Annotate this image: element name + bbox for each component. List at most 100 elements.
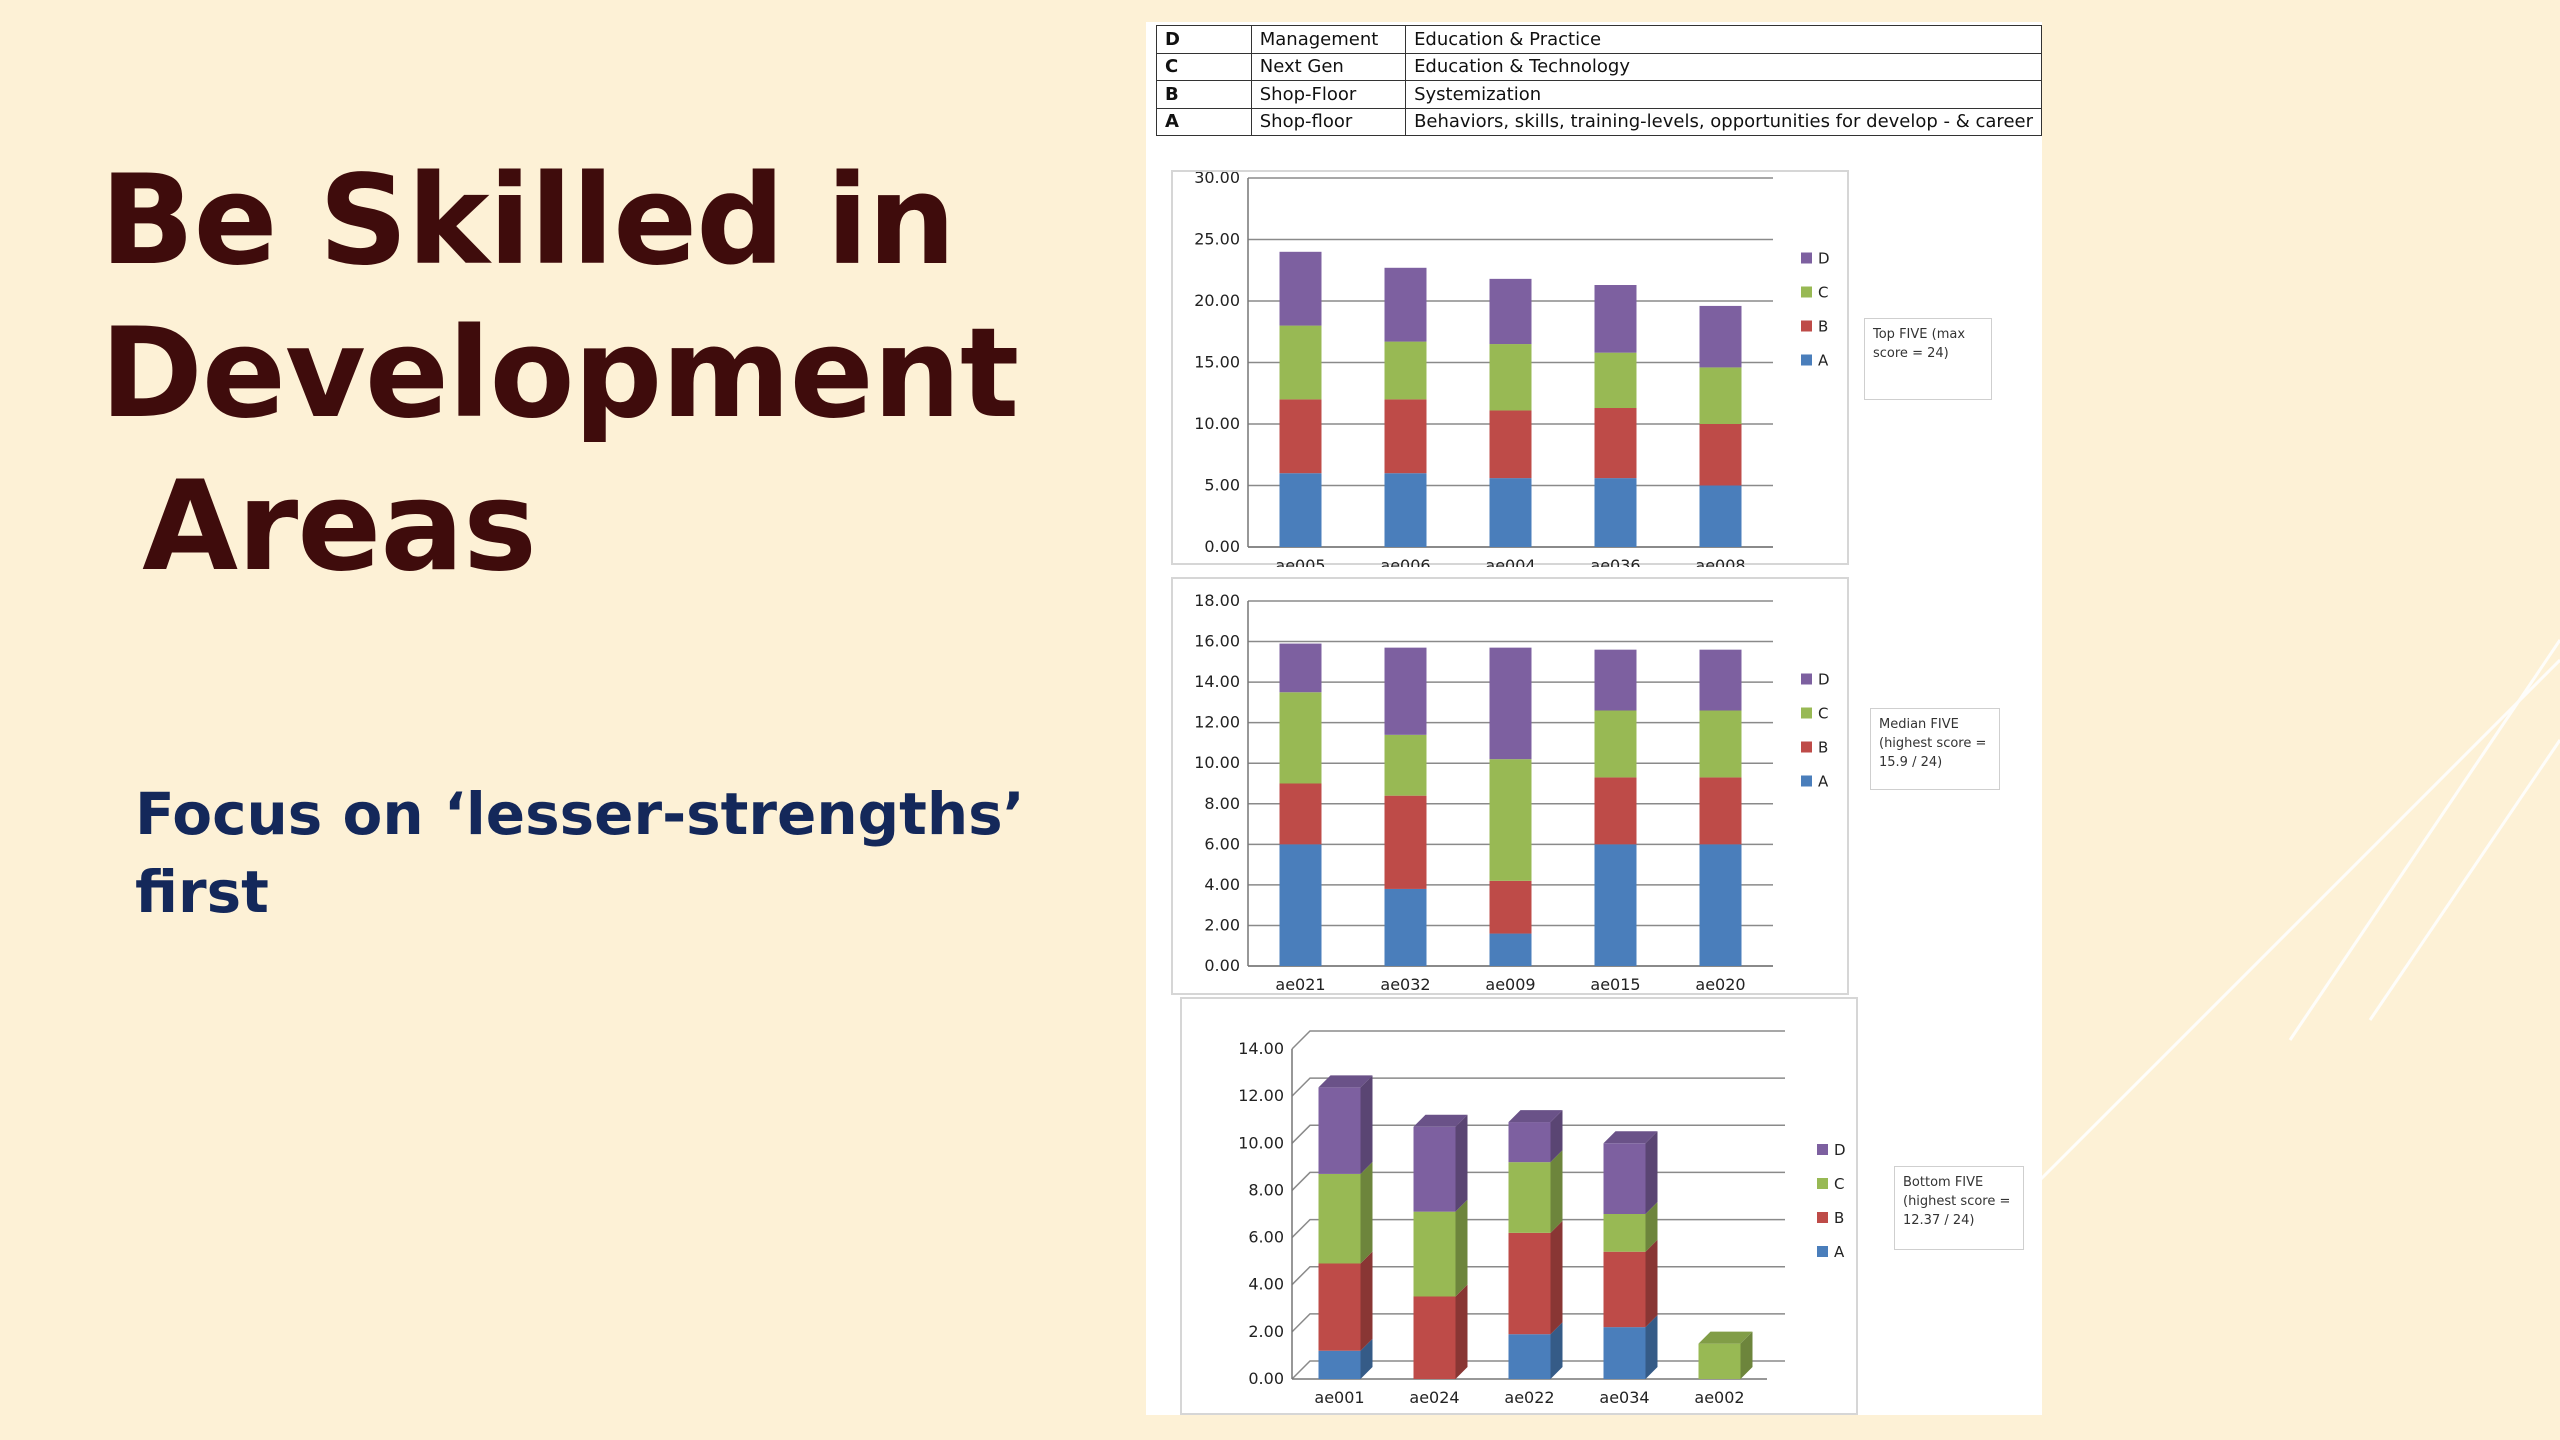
- bar-segment-b: [1699, 777, 1742, 845]
- table-row: D Management Education & Practice: [1156, 25, 2042, 54]
- y-tick-label: 0.00: [1204, 956, 1240, 975]
- bar-side-c: [1360, 1161, 1373, 1264]
- bar-segment-b: [1594, 408, 1637, 479]
- chart-figure: D Management Education & Practice C Next…: [1146, 22, 2042, 1415]
- bar-side-d: [1645, 1131, 1658, 1214]
- chart-median-five: 0.00 2.00 4.00 6.00 8.00 10.00 12.00 14.00 16.00…: [1171, 577, 1849, 995]
- bar-side-d: [1550, 1110, 1563, 1163]
- gridline: [1291, 1030, 1785, 1050]
- bar-segment-a: [1279, 473, 1322, 547]
- y-tick-label: 16.00: [1194, 632, 1240, 651]
- bar-segment-d: [1413, 1126, 1456, 1212]
- y-tick-label: 10.00: [1194, 414, 1240, 433]
- bar-segment-b: [1489, 880, 1532, 934]
- bar-side-c: [1550, 1150, 1563, 1233]
- chart-top-five: 0.00 5.00 10.00 15.00 20.00 25.00 30.00 ae005 ae…: [1171, 170, 1849, 567]
- y-tick-label: 15.00: [1194, 353, 1240, 372]
- bar-top: [1318, 1075, 1373, 1088]
- y-tick-label: 30.00: [1194, 172, 1240, 187]
- y-tick-label: 6.00: [1204, 834, 1240, 853]
- bar-segment-d: [1384, 647, 1427, 735]
- legend-label: C: [1834, 1175, 1844, 1193]
- table-cell: Systemization: [1405, 80, 2042, 109]
- bar-segment-b: [1594, 777, 1637, 845]
- bar-side-a: [1645, 1315, 1658, 1379]
- bar-segment-c: [1594, 352, 1637, 409]
- x-tick-label: ae004: [1485, 556, 1535, 567]
- y-tick-label: 12.00: [1194, 713, 1240, 732]
- bar-segment-d: [1318, 1087, 1361, 1174]
- bar-segment-d: [1603, 1143, 1646, 1214]
- bar-segment-d: [1508, 1122, 1551, 1163]
- y-tick-label: 8.00: [1204, 794, 1240, 813]
- x-tick-label: ae005: [1275, 556, 1325, 567]
- legend-label: D: [1834, 1141, 1846, 1159]
- table-row: A Shop-floor Behaviors, skills, training…: [1156, 107, 2042, 136]
- bar-segment-c: [1279, 325, 1322, 400]
- bar-segment-b: [1489, 410, 1532, 479]
- bar-segment-a: [1384, 473, 1427, 547]
- legend-swatch: [1801, 741, 1812, 753]
- bar-segment-c: [1699, 367, 1742, 424]
- y-tick-label: 5.00: [1204, 476, 1240, 495]
- bar-side-b: [1645, 1239, 1658, 1328]
- legend-swatch: [1801, 354, 1812, 366]
- bar-segment-c: [1279, 692, 1322, 784]
- chart-note-bottom-five: Bottom FIVE (highest score = 12.37 / 24): [1894, 1166, 2024, 1250]
- table-cell: Shop-floor: [1250, 107, 1407, 136]
- bar-segment-c: [1508, 1162, 1551, 1233]
- legend-label: A: [1818, 773, 1829, 791]
- table-cell: C: [1156, 52, 1252, 81]
- table-cell: Behaviors, skills, training-levels, oppo…: [1405, 107, 2042, 136]
- legend-label: B: [1818, 318, 1828, 336]
- gridline: [1291, 1124, 1785, 1144]
- y-tick-label: 2.00: [1204, 915, 1240, 934]
- legend-label: A: [1834, 1243, 1845, 1261]
- x-tick-label: ae024: [1409, 1388, 1459, 1407]
- decorative-lines: [2040, 639, 2560, 1182]
- category-table: D Management Education & Practice C Next…: [1156, 25, 2042, 136]
- legend-swatch: [1817, 1178, 1828, 1189]
- bar-segment-b: [1508, 1232, 1551, 1335]
- bar-segment-b: [1318, 1263, 1361, 1351]
- bar-segment-b: [1413, 1296, 1456, 1379]
- x-tick-label: ae001: [1314, 1388, 1364, 1407]
- bar-segment-c: [1594, 710, 1637, 778]
- legend-swatch: [1801, 673, 1812, 685]
- bar-segment-b: [1603, 1251, 1646, 1328]
- bar-segment-c: [1413, 1211, 1456, 1297]
- title-line-3: Areas: [100, 455, 537, 599]
- y-tick-label: 4.00: [1248, 1275, 1284, 1294]
- slide-title: Be Skilled in Development Areas: [100, 145, 1120, 604]
- bar-segment-a: [1699, 844, 1742, 966]
- bar-side-c: [1455, 1199, 1468, 1297]
- y-tick-label: 12.00: [1238, 1086, 1284, 1105]
- table-cell: Next Gen: [1250, 52, 1407, 81]
- chart-note-median-five: Median FIVE (highest score = 15.9 / 24): [1870, 708, 2000, 790]
- table-row: C Next Gen Education & Technology: [1156, 52, 2042, 81]
- y-tick-label: 25.00: [1194, 230, 1240, 249]
- bar-segment-a: [1603, 1327, 1646, 1379]
- y-tick-label: 6.00: [1248, 1228, 1284, 1247]
- bar-side-a: [1360, 1338, 1373, 1379]
- y-tick-label: 4.00: [1204, 875, 1240, 894]
- bar-segment-a: [1508, 1334, 1551, 1379]
- x-tick-label: ae021: [1275, 975, 1325, 994]
- bar-segment-c: [1699, 710, 1742, 778]
- slide-subtitle: Focus on ‘lesser-strengths’ first: [135, 780, 1025, 926]
- bar-segment-b: [1279, 399, 1322, 474]
- bar-side-b: [1455, 1284, 1468, 1379]
- table-cell: Education & Technology: [1405, 52, 2042, 81]
- chart-bottom-five: 0.00 2.00 4.00 6.00 8.00 10.00 12.00 14.00 ae001…: [1180, 997, 1858, 1415]
- legend-swatch: [1801, 252, 1812, 264]
- bar-segment-a: [1594, 844, 1637, 966]
- x-tick-label: ae036: [1590, 556, 1640, 567]
- chart-note-top-five: Top FIVE (max score = 24): [1864, 318, 1992, 400]
- legend-swatch: [1817, 1212, 1828, 1223]
- bar-segment-a: [1489, 933, 1532, 966]
- bar-segment-d: [1699, 649, 1742, 711]
- bar-segment-c: [1489, 344, 1532, 411]
- legend-swatch: [1801, 320, 1812, 332]
- bar-segment-c: [1384, 341, 1427, 400]
- bar-segment-d: [1384, 267, 1427, 342]
